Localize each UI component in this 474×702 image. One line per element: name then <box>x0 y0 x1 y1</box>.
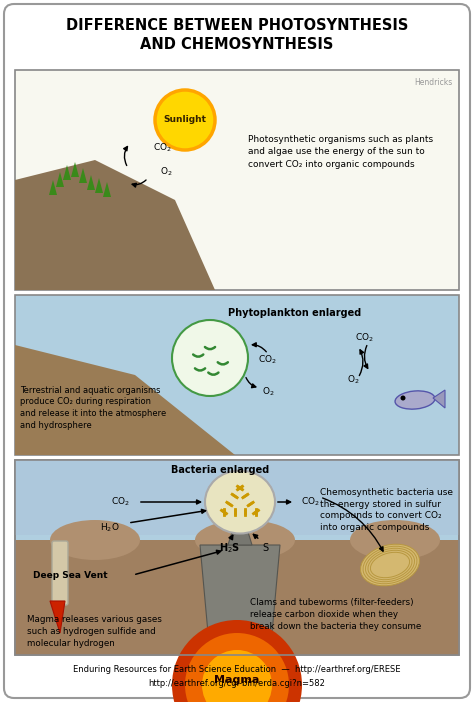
Polygon shape <box>79 168 87 183</box>
Text: Hendricks: Hendricks <box>415 78 453 87</box>
Polygon shape <box>56 172 64 187</box>
Text: Sunlight: Sunlight <box>164 116 207 124</box>
Circle shape <box>202 650 272 702</box>
Bar <box>15 460 459 655</box>
FancyArrowPatch shape <box>195 369 205 371</box>
Text: Chemosynthetic bacteria use
the energy stored in sulfur
compounds to convert CO₂: Chemosynthetic bacteria use the energy s… <box>320 488 453 532</box>
Circle shape <box>172 620 302 702</box>
Text: Deep Sea Vent: Deep Sea Vent <box>33 571 108 579</box>
Ellipse shape <box>350 520 440 560</box>
Ellipse shape <box>50 520 140 560</box>
Ellipse shape <box>368 550 412 580</box>
Bar <box>15 540 459 655</box>
FancyArrowPatch shape <box>193 355 203 357</box>
Circle shape <box>401 395 405 401</box>
Bar <box>15 295 459 455</box>
Text: DIFFERENCE BETWEEN PHOTOSYNTHESIS
AND CHEMOSYNTHESIS: DIFFERENCE BETWEEN PHOTOSYNTHESIS AND CH… <box>66 18 408 53</box>
Text: H$_2$S: H$_2$S <box>219 541 241 555</box>
Text: S: S <box>262 543 268 553</box>
Text: Bacteria enlarged: Bacteria enlarged <box>171 465 269 475</box>
Text: Enduring Resources for Earth Science Education  —  http://earthref.org/ERESE: Enduring Resources for Earth Science Edu… <box>73 665 401 675</box>
Ellipse shape <box>371 552 410 578</box>
FancyArrowPatch shape <box>205 347 215 349</box>
Polygon shape <box>87 175 95 190</box>
Text: CO$_2$: CO$_2$ <box>258 354 277 366</box>
Polygon shape <box>15 160 215 290</box>
Bar <box>15 460 459 535</box>
Text: CO$_2$: CO$_2$ <box>355 332 374 344</box>
Polygon shape <box>103 182 111 197</box>
Bar <box>15 70 459 290</box>
Polygon shape <box>49 180 57 195</box>
Polygon shape <box>71 162 79 177</box>
Circle shape <box>155 90 215 150</box>
Text: http://earthref.org/cgi-bin/erda.cgi?n=582: http://earthref.org/cgi-bin/erda.cgi?n=5… <box>148 680 326 689</box>
Polygon shape <box>200 545 280 655</box>
Text: H$_2$O: H$_2$O <box>100 522 120 534</box>
Circle shape <box>172 320 248 396</box>
Polygon shape <box>433 390 445 408</box>
Circle shape <box>185 633 289 702</box>
Text: O$_2$: O$_2$ <box>262 386 274 398</box>
Bar <box>15 460 459 540</box>
Polygon shape <box>50 601 65 633</box>
Ellipse shape <box>205 470 275 534</box>
Text: CO$_2$: CO$_2$ <box>153 142 172 154</box>
Text: O$_2$: O$_2$ <box>347 373 360 386</box>
Text: Phytoplankton enlarged: Phytoplankton enlarged <box>228 308 362 318</box>
Text: CO$_2$: CO$_2$ <box>110 496 129 508</box>
Text: CO$_2$: CO$_2$ <box>301 496 319 508</box>
Ellipse shape <box>363 546 417 584</box>
Polygon shape <box>228 522 252 545</box>
Text: Magma: Magma <box>214 675 260 685</box>
FancyBboxPatch shape <box>52 541 68 605</box>
Ellipse shape <box>365 548 414 582</box>
Polygon shape <box>95 178 103 193</box>
Polygon shape <box>15 345 235 455</box>
Text: Terrestrial and aquatic organisms
produce CO₂ during respiration
and release it : Terrestrial and aquatic organisms produc… <box>20 385 166 430</box>
Ellipse shape <box>395 391 435 409</box>
Text: Magma releases various gases
such as hydrogen sulfide and
molecular hydrogen: Magma releases various gases such as hyd… <box>27 615 162 648</box>
Ellipse shape <box>361 544 419 586</box>
FancyArrowPatch shape <box>218 362 228 364</box>
FancyArrowPatch shape <box>208 373 219 375</box>
Polygon shape <box>63 165 71 180</box>
Bar <box>15 460 459 655</box>
Text: O$_2$: O$_2$ <box>160 166 173 178</box>
Text: Photosynthetic organisms such as plants
and algae use the energy of the sun to
c: Photosynthetic organisms such as plants … <box>248 135 433 169</box>
Text: Clams and tubeworms (filter-feeders)
release carbon dioxide when they
break down: Clams and tubeworms (filter-feeders) rel… <box>250 598 421 630</box>
FancyBboxPatch shape <box>4 4 470 698</box>
Ellipse shape <box>195 520 295 560</box>
